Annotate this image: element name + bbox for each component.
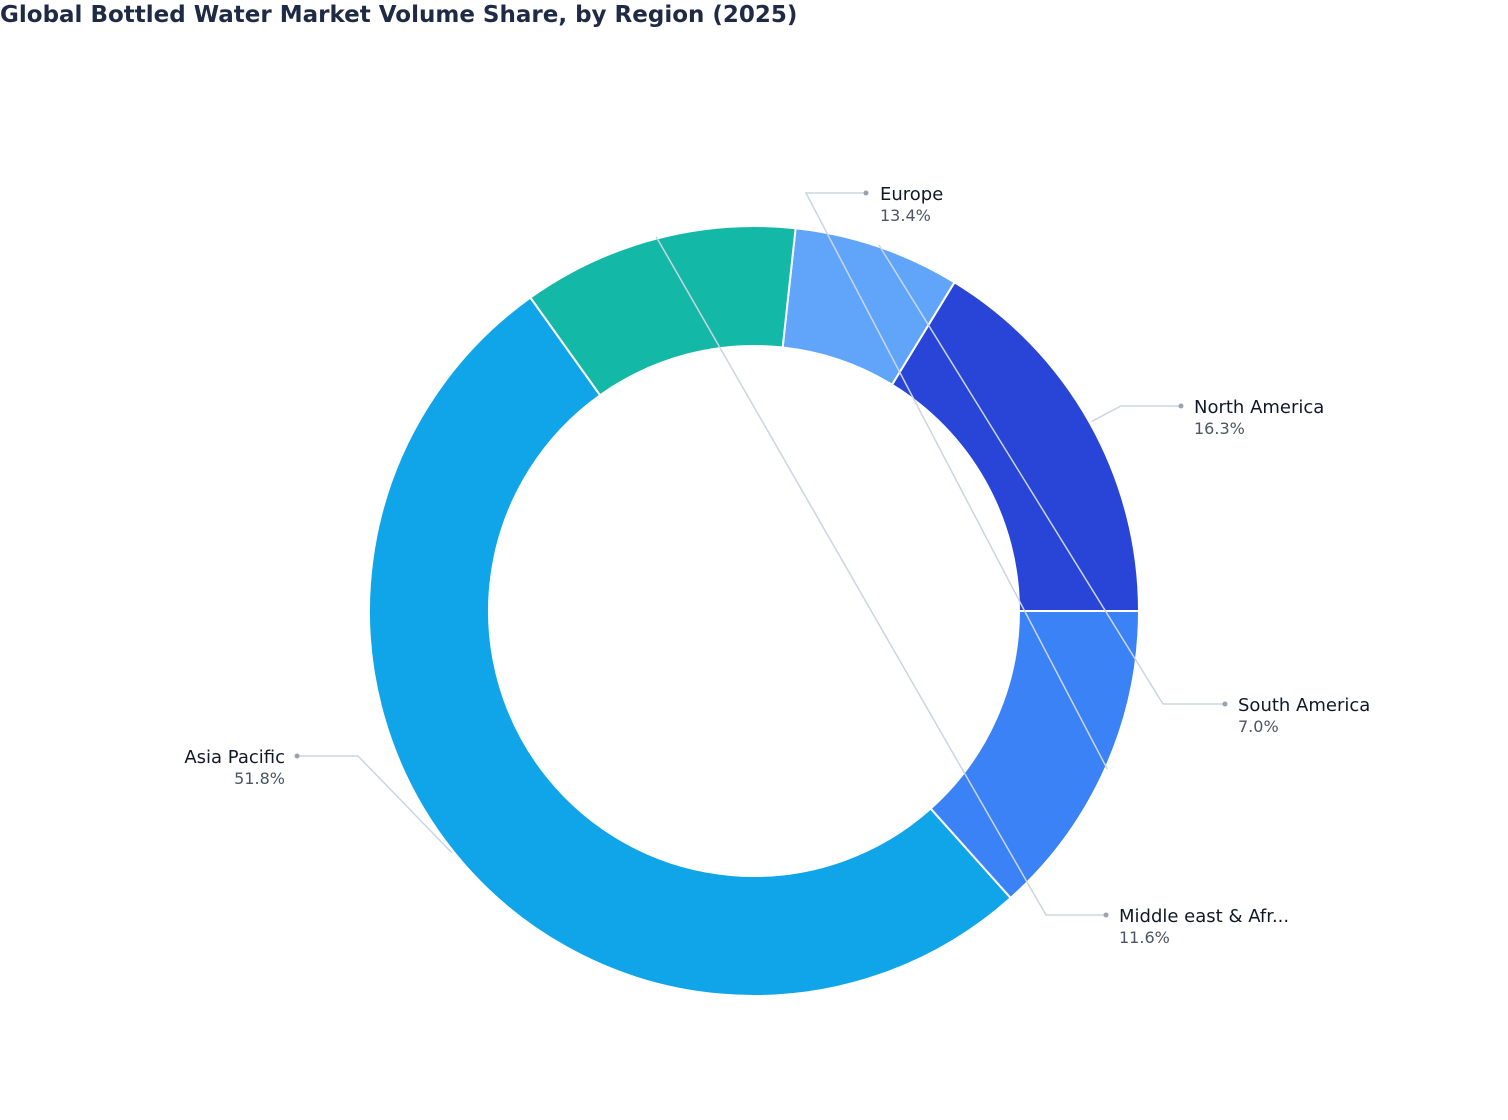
slice-europe[interactable]	[929, 610, 1141, 900]
leader-line-asia-pacific	[297, 755, 453, 854]
slice-label-north-america: North America	[1194, 397, 1324, 418]
leader-line-south-america	[878, 244, 1225, 705]
slice-value-asia-pacific: 51.8%	[234, 769, 285, 788]
slice-value-europe: 13.4%	[880, 206, 931, 225]
chart-title: Global Bottled Water Market Volume Share…	[0, 2, 798, 28]
slice-asia-pacific[interactable]	[368, 296, 1013, 997]
slice-value-north-america: 16.3%	[1194, 419, 1245, 438]
slice-value-middle-east-afr: 11.6%	[1119, 928, 1170, 947]
slice-value-south-america: 7.0%	[1238, 717, 1279, 736]
leader-line-north-america	[1091, 405, 1181, 423]
slice-label-asia-pacific: Asia Pacific	[184, 747, 285, 768]
leader-dot-europe	[863, 190, 869, 196]
leader-dot-asia-pacific	[294, 753, 300, 759]
leader-dot-middle-east-afr	[1103, 912, 1109, 918]
leader-dot-south-america	[1222, 701, 1228, 707]
leader-dot-north-america	[1178, 403, 1184, 409]
leader-line-middle-east-afr	[655, 236, 1106, 916]
slice-label-europe: Europe	[880, 184, 943, 205]
leader-line-europe	[804, 192, 1108, 770]
slice-label-south-america: South America	[1238, 695, 1370, 716]
slice-north-america[interactable]	[890, 280, 1141, 612]
donut-slices	[368, 225, 1141, 997]
slice-label-middle-east-afr: Middle east & Afr...	[1119, 906, 1289, 927]
